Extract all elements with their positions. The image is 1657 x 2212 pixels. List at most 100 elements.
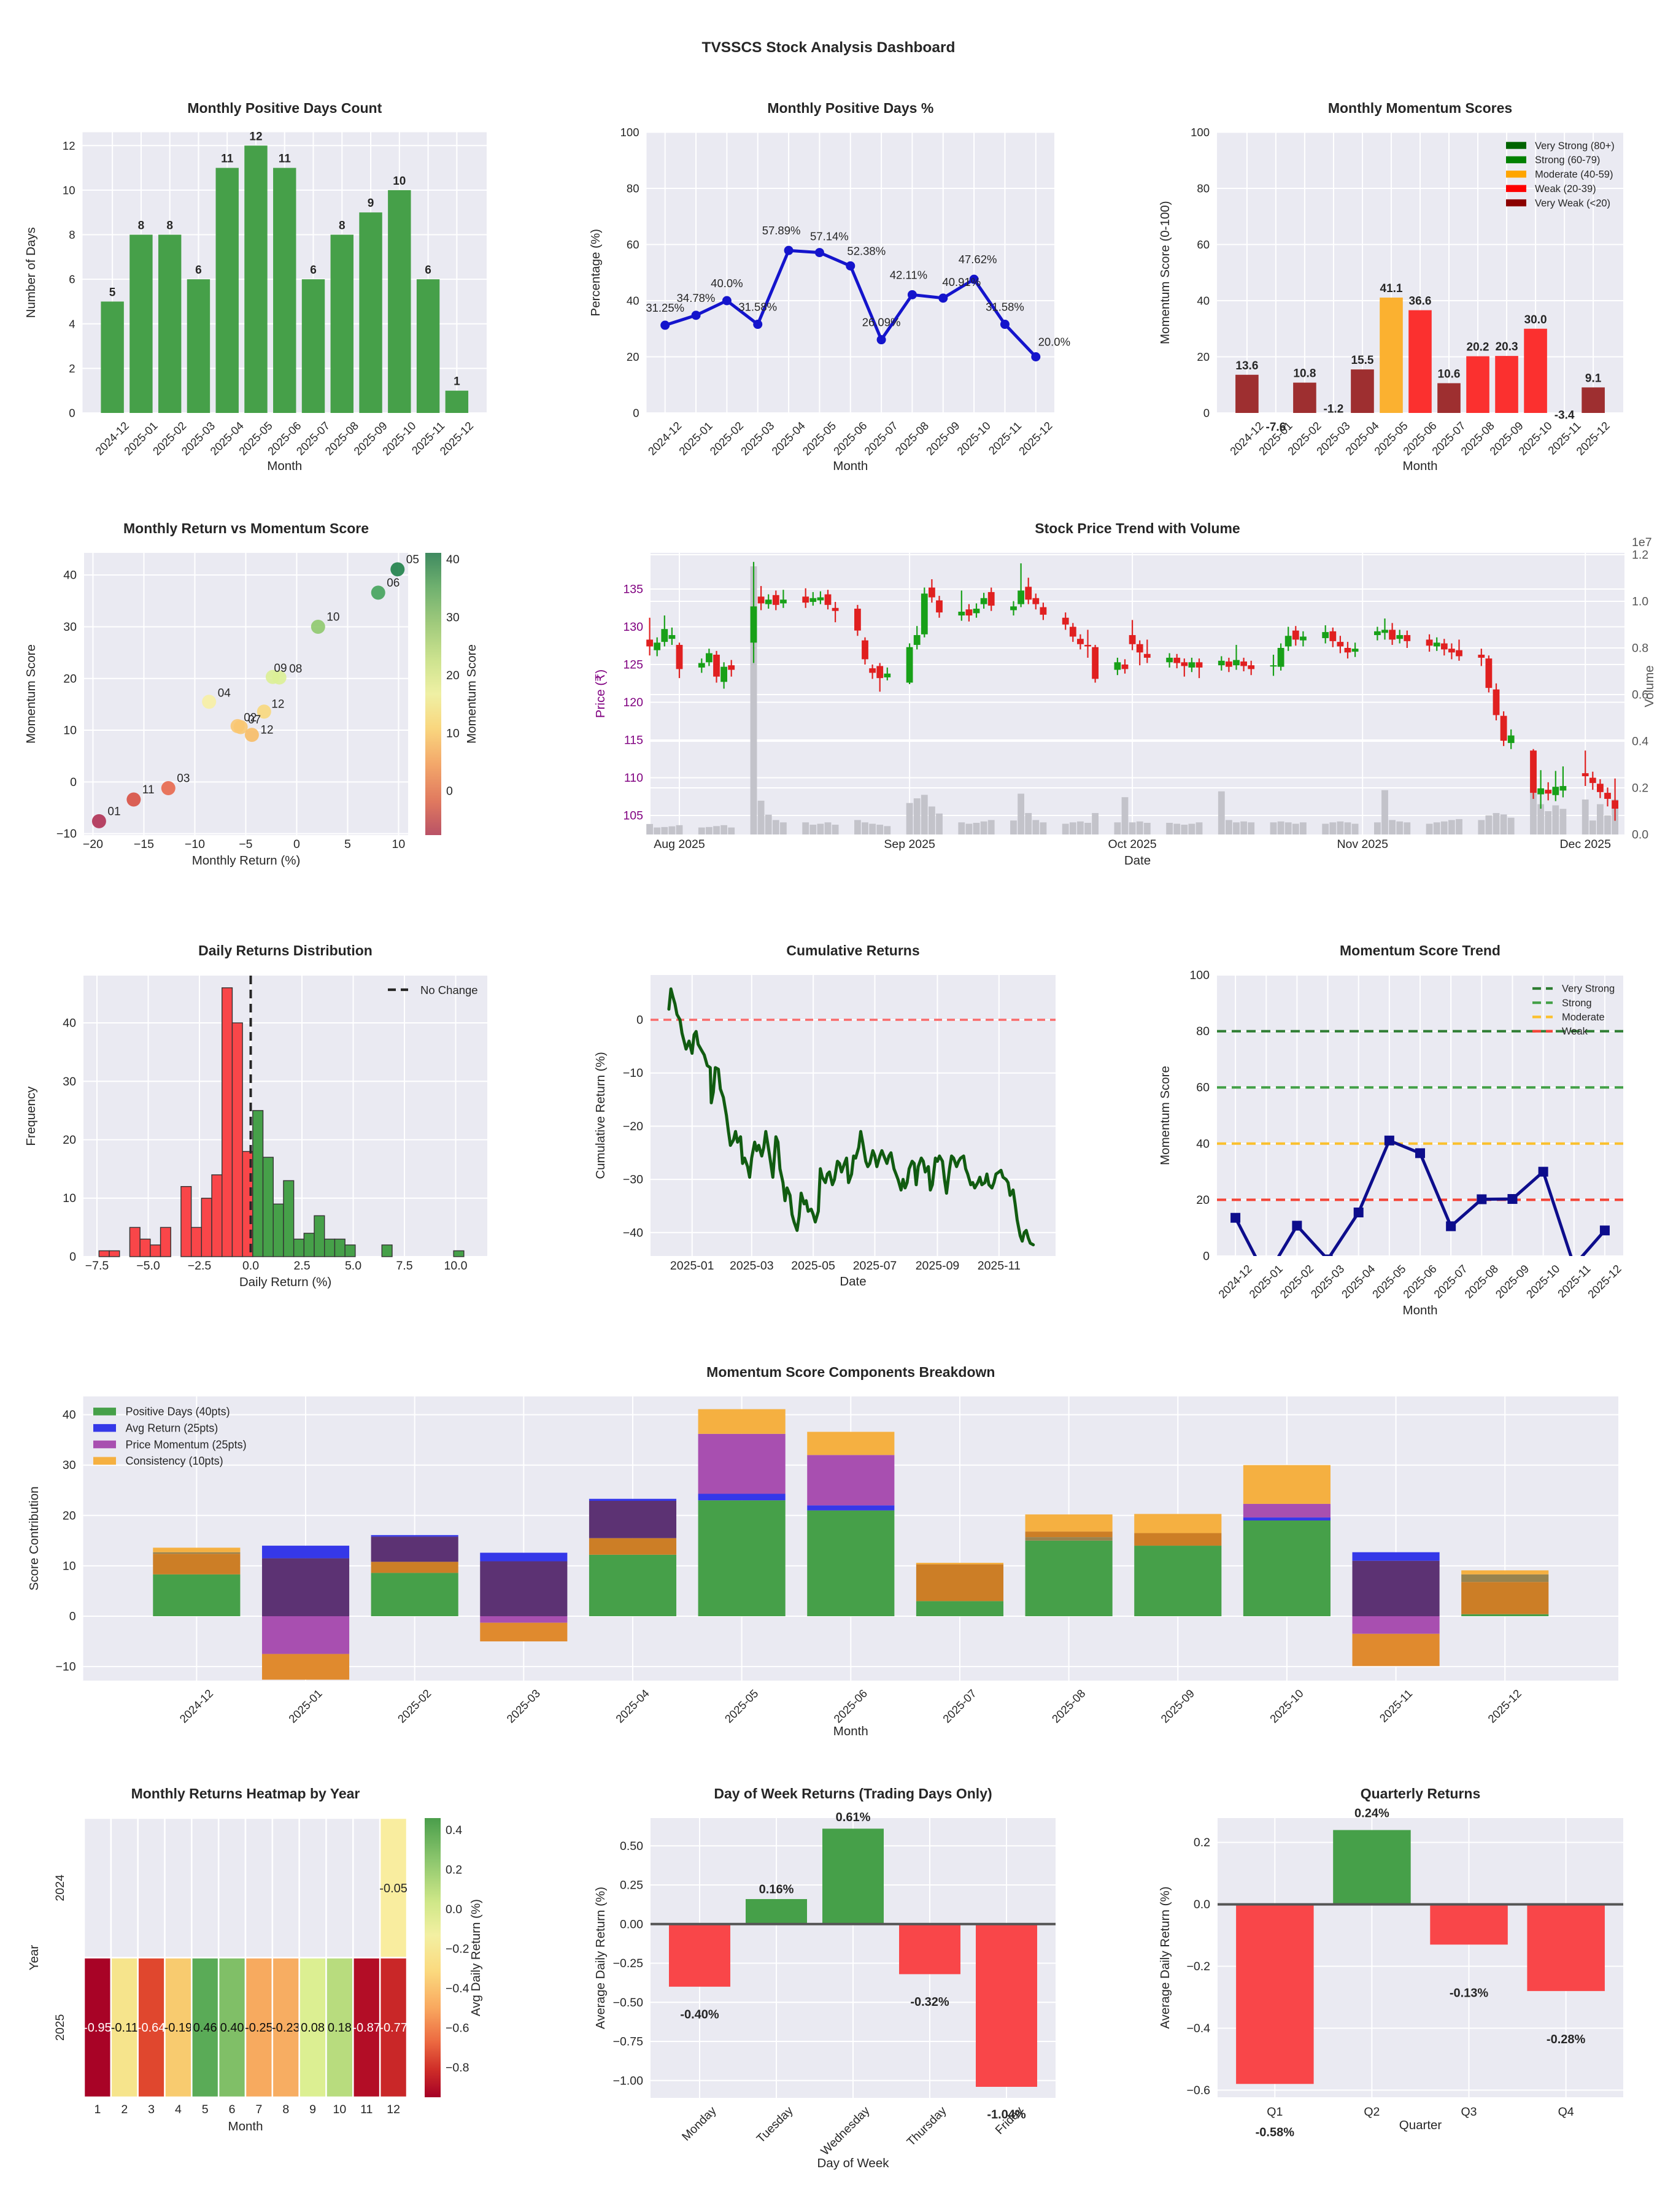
svg-text:10: 10: [63, 724, 77, 738]
svg-text:10: 10: [333, 2103, 347, 2116]
svg-text:Date: Date: [1124, 854, 1151, 868]
svg-text:Dec 2025: Dec 2025: [1559, 838, 1611, 851]
svg-text:01: 01: [107, 805, 120, 818]
svg-text:130: 130: [623, 620, 643, 634]
svg-text:−0.75: −0.75: [613, 2035, 643, 2049]
svg-text:Month: Month: [833, 1724, 868, 1738]
svg-text:Month: Month: [1403, 1303, 1438, 1317]
svg-text:115: 115: [624, 734, 643, 747]
svg-text:Price Momentum (25pts): Price Momentum (25pts): [126, 1438, 247, 1451]
svg-text:−10: −10: [56, 1660, 76, 1674]
svg-text:Strong: Strong: [1562, 998, 1592, 1009]
svg-text:Monthly Momentum Scores: Monthly Momentum Scores: [1328, 100, 1512, 116]
svg-text:11: 11: [142, 784, 155, 796]
svg-text:40: 40: [63, 1408, 76, 1422]
svg-text:2025-01: 2025-01: [670, 1259, 714, 1273]
svg-text:Nov 2025: Nov 2025: [1337, 838, 1388, 851]
svg-text:−0.2: −0.2: [1187, 1960, 1211, 1973]
svg-text:02: 02: [244, 711, 257, 724]
svg-text:Very Strong (80+): Very Strong (80+): [1535, 141, 1615, 152]
svg-text:Q4: Q4: [1558, 2105, 1574, 2119]
svg-text:0.0: 0.0: [1632, 828, 1648, 842]
svg-text:−5: −5: [239, 838, 252, 851]
svg-text:12: 12: [260, 724, 273, 737]
svg-text:−0.8: −0.8: [446, 2061, 469, 2075]
svg-text:No Change: No Change: [420, 984, 478, 996]
svg-text:40: 40: [1197, 295, 1210, 307]
svg-text:120: 120: [623, 696, 643, 709]
svg-text:40.0%: 40.0%: [711, 277, 743, 290]
svg-text:Day of Week: Day of Week: [817, 2156, 890, 2170]
svg-text:Number of Days: Number of Days: [24, 227, 38, 318]
svg-text:1e7: 1e7: [1632, 536, 1652, 549]
svg-text:52.38%: 52.38%: [847, 244, 886, 257]
svg-text:31.25%: 31.25%: [646, 301, 684, 314]
svg-text:57.14%: 57.14%: [810, 230, 849, 243]
svg-text:31.58%: 31.58%: [986, 301, 1024, 314]
svg-text:-0.28%: -0.28%: [1547, 2033, 1586, 2046]
svg-text:07: 07: [248, 714, 261, 726]
svg-text:20: 20: [1197, 350, 1210, 363]
svg-text:−5.0: −5.0: [136, 1259, 160, 1273]
svg-text:Very Strong: Very Strong: [1562, 984, 1615, 995]
svg-text:Oct 2025: Oct 2025: [1108, 838, 1157, 851]
svg-text:10.6: 10.6: [1438, 368, 1461, 381]
svg-text:Cumulative Return (%): Cumulative Return (%): [593, 1052, 608, 1179]
svg-text:-0.58%: -0.58%: [1256, 2126, 1295, 2140]
svg-text:Quarterly Returns: Quarterly Returns: [1361, 1786, 1481, 1802]
svg-text:Moderate (40-59): Moderate (40-59): [1535, 169, 1613, 180]
svg-text:20: 20: [63, 1509, 76, 1522]
svg-text:Monthly Positive Days Count: Monthly Positive Days Count: [187, 100, 382, 116]
svg-text:11: 11: [279, 153, 292, 166]
svg-text:0.6: 0.6: [1632, 688, 1648, 702]
svg-text:Weak (20-39): Weak (20-39): [1535, 183, 1596, 195]
svg-text:Average Daily Return (%): Average Daily Return (%): [593, 1887, 608, 2029]
svg-text:−20: −20: [623, 1120, 643, 1133]
svg-text:8: 8: [69, 228, 75, 241]
svg-text:−0.6: −0.6: [446, 2022, 469, 2035]
svg-text:7.5: 7.5: [396, 1259, 412, 1273]
svg-text:40: 40: [1196, 1137, 1210, 1150]
svg-text:11: 11: [221, 153, 234, 166]
svg-text:Weak: Weak: [1562, 1026, 1588, 1037]
svg-text:Aug 2025: Aug 2025: [654, 838, 705, 851]
svg-text:12: 12: [63, 139, 75, 152]
svg-text:1.2: 1.2: [1632, 549, 1648, 562]
svg-text:Momentum Score (0-100): Momentum Score (0-100): [1158, 201, 1172, 344]
svg-text:Volume: Volume: [1642, 665, 1656, 707]
svg-text:10: 10: [446, 726, 460, 740]
svg-text:110: 110: [624, 771, 643, 785]
svg-text:0.4: 0.4: [446, 1824, 462, 1837]
svg-text:12: 12: [249, 130, 262, 143]
svg-text:0: 0: [633, 407, 639, 420]
svg-text:6: 6: [310, 264, 317, 277]
svg-text:6: 6: [425, 264, 431, 277]
svg-text:-0.05: -0.05: [379, 1882, 407, 1895]
svg-text:5: 5: [344, 838, 351, 851]
svg-text:TVSSCS Stock Analysis Dashboar: TVSSCS Stock Analysis Dashboard: [702, 39, 956, 56]
svg-text:Consistency (10pts): Consistency (10pts): [126, 1455, 223, 1467]
svg-text:30.0: 30.0: [1524, 314, 1547, 326]
svg-text:05: 05: [406, 553, 419, 566]
svg-text:8: 8: [138, 220, 145, 233]
svg-text:-0.77: -0.77: [379, 2021, 407, 2035]
svg-text:40: 40: [627, 295, 639, 307]
svg-text:−0.6: −0.6: [1187, 2084, 1211, 2097]
svg-text:Momentum Score: Momentum Score: [1158, 1066, 1172, 1165]
svg-text:26.09%: 26.09%: [862, 316, 901, 329]
svg-text:8: 8: [166, 220, 173, 233]
svg-text:11: 11: [360, 2103, 373, 2116]
svg-text:Moderate: Moderate: [1562, 1012, 1605, 1023]
svg-text:10: 10: [63, 183, 75, 196]
svg-text:0.18: 0.18: [328, 2021, 352, 2035]
svg-text:-0.23: -0.23: [272, 2021, 300, 2035]
svg-text:0.00: 0.00: [620, 1917, 643, 1931]
svg-text:03: 03: [177, 773, 190, 785]
svg-text:2025-07: 2025-07: [853, 1259, 897, 1273]
svg-text:80: 80: [627, 182, 639, 195]
svg-text:0.0: 0.0: [242, 1259, 259, 1273]
svg-text:-0.95: -0.95: [83, 2021, 112, 2035]
svg-text:-7.6: -7.6: [1266, 421, 1286, 434]
svg-text:5: 5: [202, 2103, 209, 2116]
svg-text:-0.40%: -0.40%: [680, 2008, 719, 2021]
